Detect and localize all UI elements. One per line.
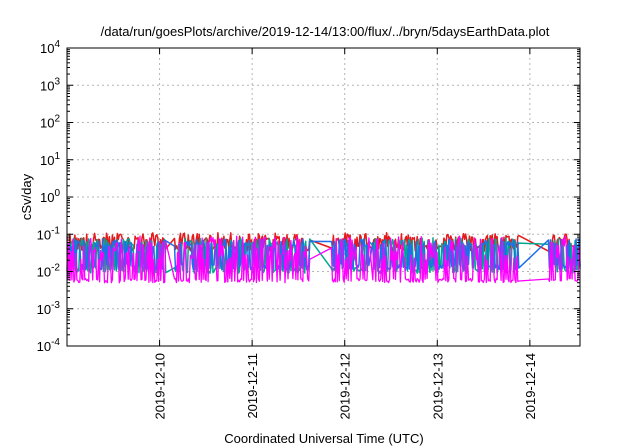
x-tick-label: 2019-12-11	[245, 353, 260, 419]
grid	[67, 48, 580, 346]
y-axis: 10-4 10-3 10-2 10-1 100 101 102 103 104	[37, 39, 580, 354]
series-group	[66, 232, 581, 284]
y-tick-label: 101	[40, 151, 60, 168]
x-tick-label: 2019-12-12	[338, 353, 353, 420]
x-tick-label: 2019-12-10	[153, 353, 168, 420]
y-tick-label: 102	[40, 114, 60, 131]
y-axis-label: cSv/day	[19, 173, 34, 220]
x-axis: 2019-12-10 2019-12-11 2019-12-12 2019-12-13…	[153, 48, 538, 420]
x-axis-label: Coordinated Universal Time (UTC)	[224, 431, 423, 446]
y-tick-label: 10-3	[37, 300, 61, 317]
y-tick-label: 10-4	[37, 337, 61, 354]
x-tick-label: 2019-12-14	[523, 353, 538, 420]
y-tick-label: 10-2	[37, 263, 61, 280]
chart-title: /data/run/goesPlots/archive/2019-12-14/1…	[101, 24, 550, 39]
y-tick-label: 103	[40, 76, 60, 93]
series-line	[66, 235, 581, 284]
x-tick-label: 2019-12-13	[430, 353, 445, 420]
y-tick-label: 104	[40, 39, 60, 56]
y-tick-label: 100	[40, 188, 60, 205]
y-tick-label: 10-1	[37, 225, 61, 242]
